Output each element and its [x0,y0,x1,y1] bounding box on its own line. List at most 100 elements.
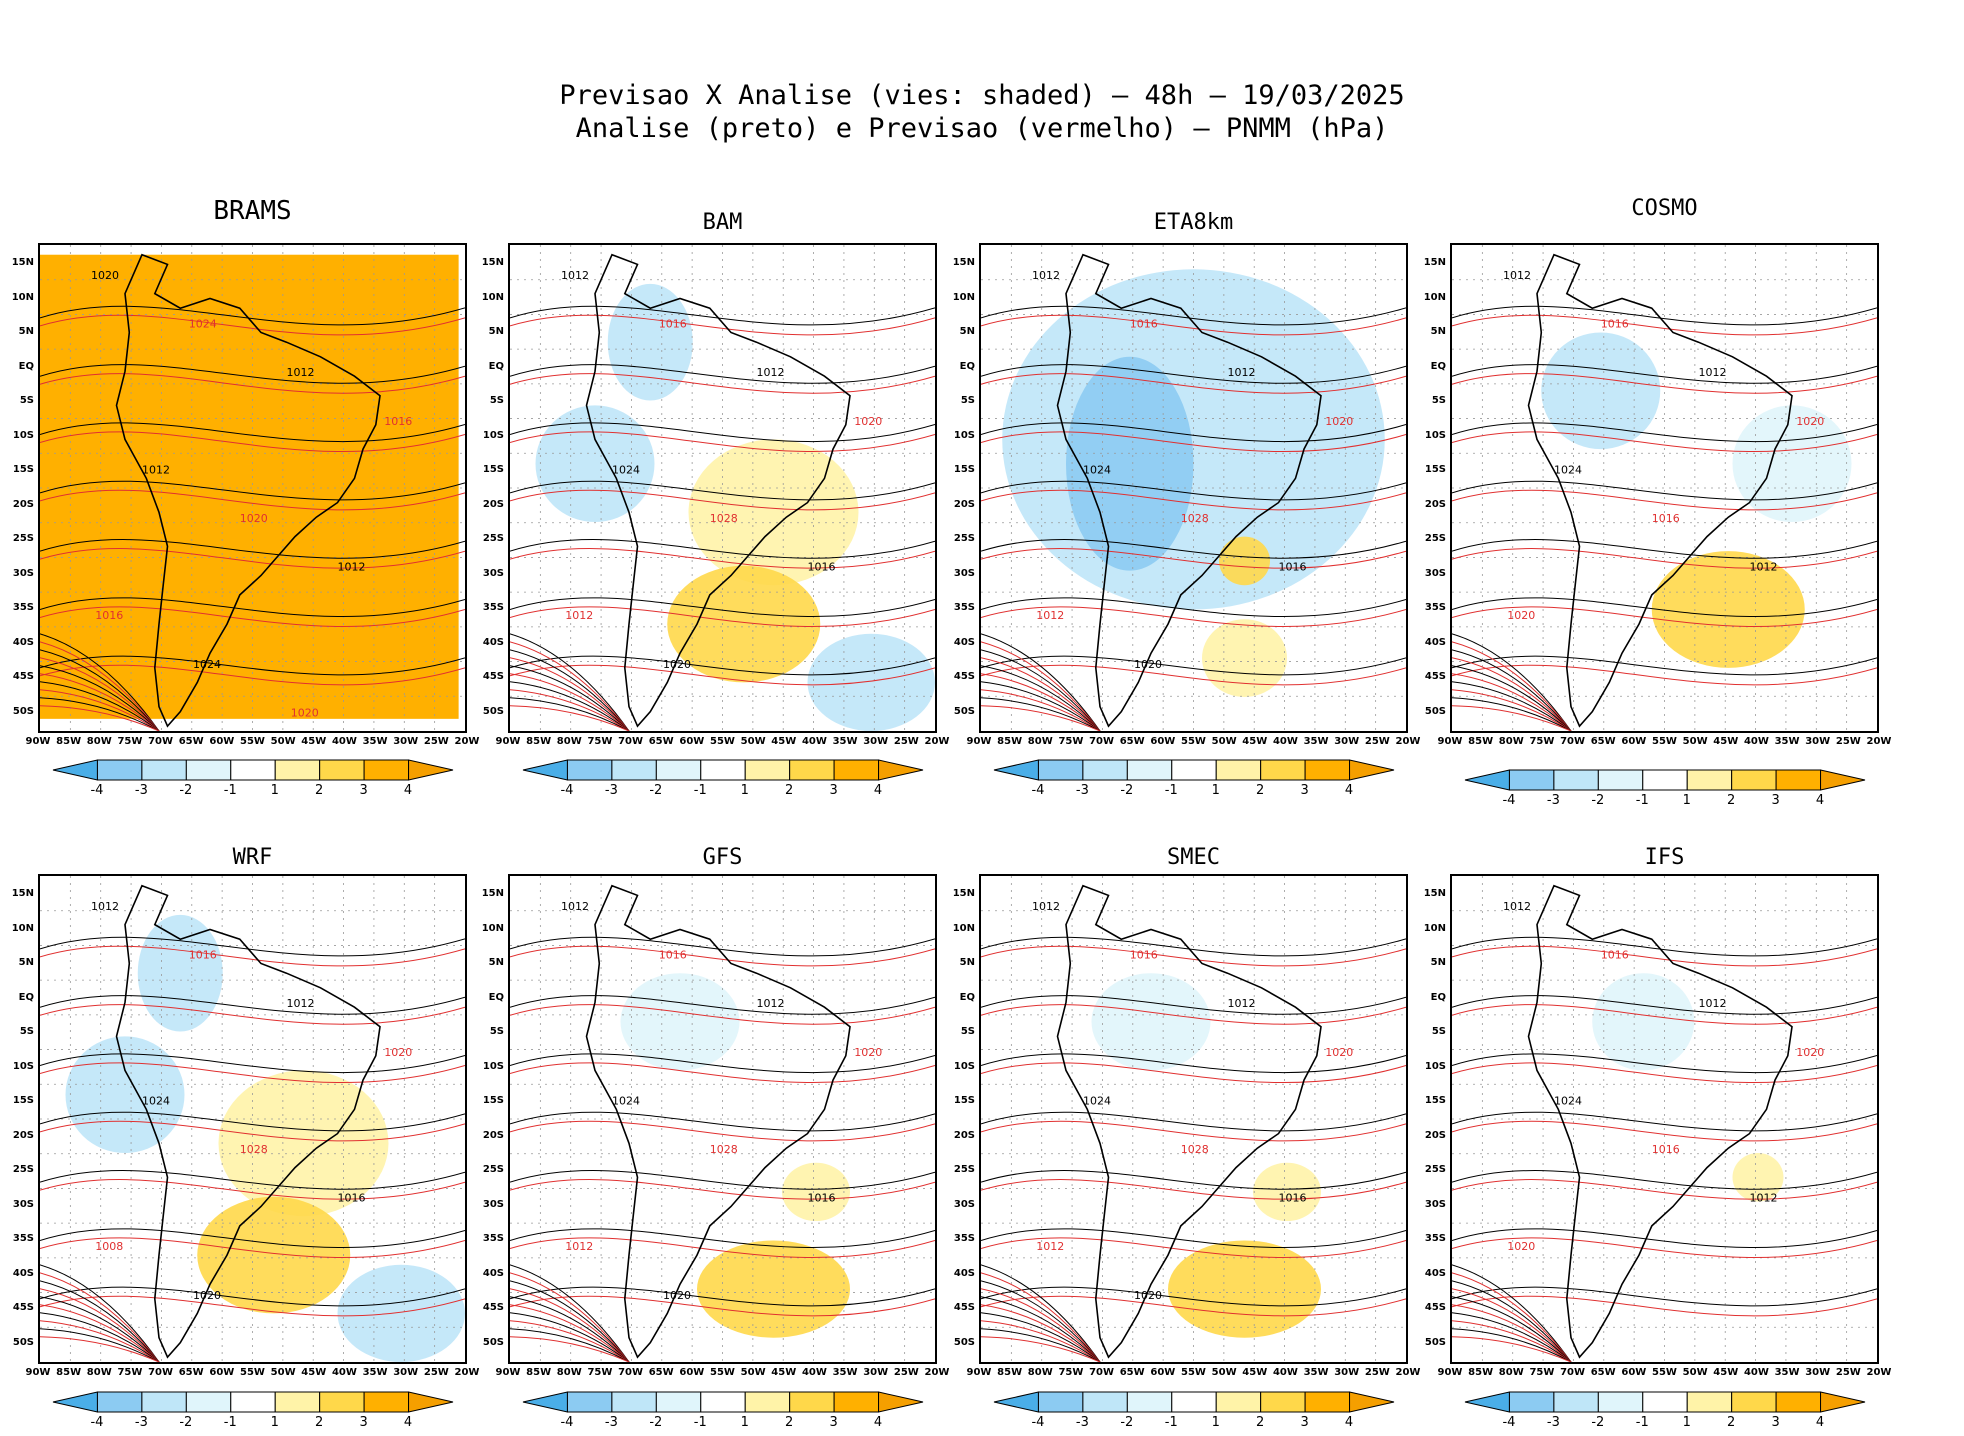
analysis-isobar [1452,597,1877,617]
analysis-isobar [40,995,465,1015]
isobar-label: 1020 [1796,415,1824,428]
colorbar-segment [744,1391,790,1413]
lat-tick-label: 10N [1423,291,1446,303]
colorbar-segment [1081,1391,1128,1413]
isobar-label: 1028 [710,512,738,525]
lat-tick-label: 50S [482,705,504,717]
lon-tick-label: 20W [924,1367,950,1378]
lon-tick-label: 80W [1498,736,1524,747]
gradient-isobar [40,1304,160,1362]
isobar-label: 1028 [710,1143,738,1156]
lat-tick-label: 25S [1424,533,1446,544]
gradient-isobar [981,1272,1101,1362]
lon-tick-label: 50W [270,1367,296,1378]
south-america-coastline [585,253,851,728]
colorbar-segment [1304,759,1350,781]
colorbar-segment [788,759,835,781]
lon-tick-label: 35W [1774,1367,1800,1378]
lon-tick-label: 50W [740,1367,766,1378]
forecast-isobar [40,489,465,511]
isobar-label: 1016 [1130,318,1158,331]
lon-tick-label: 35W [362,736,388,747]
lat-tick-label: 10S [953,1060,975,1072]
lon-tick-label: 45W [301,1367,327,1378]
analysis-isobar [1452,364,1877,384]
lat-tick-label: 45S [1424,671,1446,682]
lat-tick-label: 5N [488,326,504,337]
lon-tick-label: 25W [1835,736,1861,747]
south-america-coastline [1056,884,1322,1359]
lat-tick-label: 25S [12,1164,34,1175]
lon-tick-label: 35W [362,1367,388,1378]
bias-shading-area [688,439,859,586]
gradient-isobar [510,1296,630,1362]
analysis-isobar [1452,655,1877,676]
analysis-isobar [510,1111,935,1132]
lat-tick-label: EQ [488,991,504,1003]
lat-tick-label: 25S [1424,1164,1446,1175]
lon-tick-label: 75W [117,736,143,747]
analysis-isobar [40,1286,465,1307]
lon-tick-label: 40W [1743,736,1769,747]
lon-tick-label: 65W [1119,736,1145,747]
lon-tick-label: 55W [1181,1367,1206,1378]
isobar-label: 1012 [1503,269,1531,282]
lon-tick-label: 65W [178,1367,204,1378]
gradient-isobar [981,1288,1101,1362]
lat-tick-label: EQ [1430,991,1446,1003]
lat-tick-label: 30S [1424,567,1446,579]
lon-tick-label: 25W [893,736,919,747]
map-panel-wrf: 1012 1016 1012 1020 1024 1028 1016 1008 1020 [38,874,467,1364]
analysis-isobar [981,1170,1406,1190]
lat-tick-label: 15S [12,464,34,475]
forecast-isobar [510,314,935,336]
colorbar-arrow-high [877,1391,923,1413]
lat-tick-label: 5N [1430,326,1446,337]
lon-tick-label: 50W [1682,736,1708,747]
gradient-isobar [510,1288,630,1362]
colorbar-tick-label: 4 [403,1415,413,1430]
panel-title-eta8km: ETA8km [1153,210,1234,235]
panel-title-wrf: WRF [232,845,273,870]
forecast-isobar [510,1179,935,1200]
isobar-label: 1016 [1601,318,1629,331]
lon-tick-label: 60W [679,736,705,747]
forecast-isobar [40,373,465,394]
gradient-isobar [510,1264,630,1362]
bias-shading-area [697,1240,850,1338]
colorbar-segment [274,1391,320,1413]
lat-tick-label: 5S [1431,395,1446,406]
colorbar-tick-label: -4 [560,783,574,798]
colorbar-tick-label: 1 [1682,793,1691,808]
analysis-isobar [1452,480,1877,501]
lat-tick-label: 40S [1424,1267,1446,1279]
lon-tick-label: 85W [526,736,552,747]
lon-tick-label: 55W [1652,736,1677,747]
colorbar-segment [1730,769,1777,791]
gradient-isobar [1452,673,1572,731]
analysis-isobar [510,364,935,384]
analysis-isobar [1452,539,1877,559]
isobar-label: 1020 [854,415,882,428]
lon-tick-label: 25W [423,736,449,747]
gradient-isobar [510,1336,630,1362]
colorbar-arrow-high [1348,1391,1394,1413]
colorbar-segment [1126,1391,1172,1413]
gradient-isobar [40,665,160,731]
lon-tick-label: 30W [393,736,419,747]
lon-tick-label: 40W [1272,1367,1298,1378]
colorbar-segment [363,759,409,781]
colorbar-arrow-high [877,759,923,781]
lat-tick-label: 15N [481,257,504,268]
lon-tick-label: 35W [832,736,858,747]
lat-tick-label: 35S [12,602,34,613]
bias-shading-area [667,565,821,683]
panel-title-bam: BAM [702,210,743,235]
analysis-isobar [981,655,1406,676]
bias-shading-area [607,283,693,401]
analysis-isobar [1452,936,1877,957]
lon-tick-label: 80W [86,736,112,747]
lat-tick-label: 15S [482,464,504,475]
colorbar-segment [1775,1391,1821,1413]
forecast-isobar [40,314,465,336]
